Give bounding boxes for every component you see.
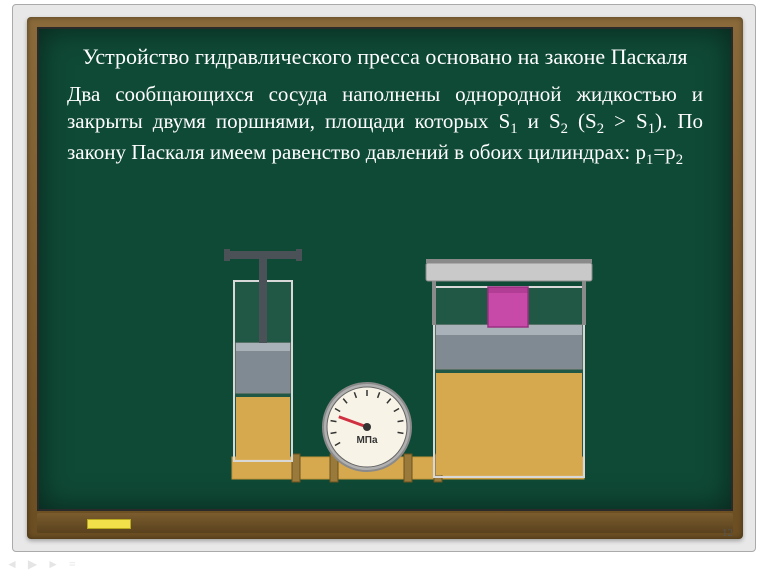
chalkboard: Устройство гидравлического пресса основа… xyxy=(37,27,733,511)
subscript: 2 xyxy=(561,121,568,137)
nav-play-icon[interactable]: ▶ xyxy=(28,557,37,572)
para-seg: и S xyxy=(518,109,561,133)
nav-controls: ◄ ▶ ► ≡ xyxy=(6,557,76,572)
hydraulic-press-diagram: МПа xyxy=(172,247,598,505)
chalk-icon xyxy=(87,519,131,529)
para-seg: =p xyxy=(653,140,675,164)
svg-text:МПа: МПа xyxy=(356,435,378,446)
subscript: 2 xyxy=(597,121,604,137)
body-paragraph: Два сообщающихся сосуда наполнены одноро… xyxy=(39,77,731,171)
page-number: 12 xyxy=(722,527,733,539)
chalk-tray xyxy=(37,513,733,533)
para-seg: (S xyxy=(568,109,597,133)
board-frame: Устройство гидравлического пресса основа… xyxy=(27,17,743,539)
subscript: 2 xyxy=(676,152,683,168)
subscript: 1 xyxy=(510,121,517,137)
nav-next-icon[interactable]: ► xyxy=(47,557,59,572)
nav-prev-icon[interactable]: ◄ xyxy=(6,557,18,572)
slide-frame: Устройство гидравлического пресса основа… xyxy=(12,4,756,552)
slide-title: Устройство гидравлического пресса основа… xyxy=(39,29,731,77)
nav-menu-icon[interactable]: ≡ xyxy=(69,557,76,572)
subscript: 1 xyxy=(648,121,655,137)
para-seg: > S xyxy=(604,109,648,133)
